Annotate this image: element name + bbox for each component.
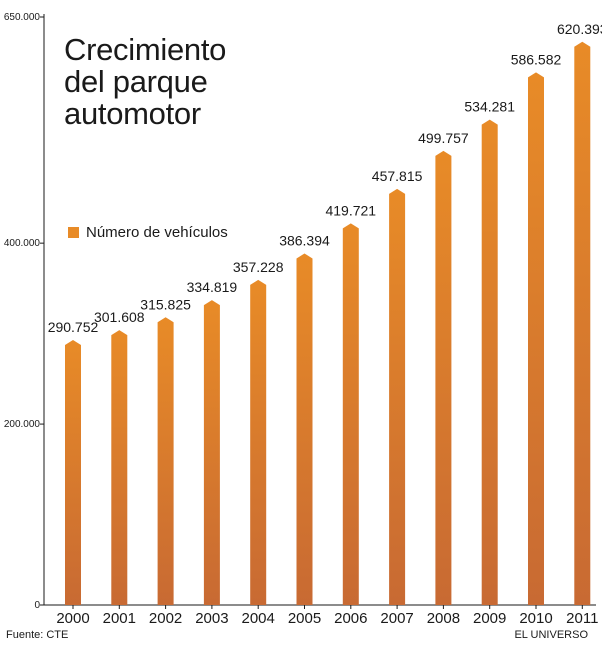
x-tick-label-2009: 2009: [473, 610, 506, 627]
y-tick-label: 200.000: [4, 419, 41, 430]
data-label-2009: 534.281: [464, 99, 515, 115]
data-label-2001: 301.608: [94, 309, 145, 325]
data-label-2007: 457.815: [372, 168, 423, 184]
x-tick-label-2005: 2005: [288, 610, 321, 627]
bar-2010: [528, 72, 544, 605]
bar-2008: [435, 150, 452, 606]
bar-2002: [157, 317, 174, 605]
chart-title: Crecimiento del parque automotor: [64, 34, 226, 130]
data-label-2011: 620.393: [557, 21, 602, 37]
credit-note: EL UNIVERSO: [514, 629, 588, 641]
x-tick-label-2007: 2007: [380, 610, 413, 627]
data-label-2006: 419.721: [325, 202, 376, 218]
x-tick-label-2008: 2008: [427, 610, 460, 627]
bar-2005: [296, 253, 313, 605]
chart-legend: Número de vehículos: [68, 224, 228, 241]
source-note: Fuente: CTE: [6, 629, 69, 641]
bar-2004: [250, 279, 267, 605]
bar-2001: [111, 330, 128, 605]
chart-title-line-1: Crecimiento: [64, 32, 227, 67]
x-tick-label-2010: 2010: [519, 610, 552, 627]
data-label-2002: 315.825: [140, 296, 191, 312]
data-label-2008: 499.757: [418, 130, 469, 146]
chart-title-line-3: automotor: [64, 96, 201, 131]
data-label-2003: 334.819: [187, 279, 238, 295]
data-label-2005: 386.394: [279, 232, 330, 248]
legend-label: Número de vehículos: [86, 224, 228, 241]
bar-2003: [203, 300, 220, 605]
bar-2011: [574, 41, 591, 605]
x-tick-label-2001: 2001: [103, 610, 136, 627]
y-tick-label: 650.000: [4, 12, 41, 23]
y-tick-label: 400.000: [4, 238, 41, 249]
bar-2000: [65, 339, 81, 605]
x-tick-label-2006: 2006: [334, 610, 367, 627]
data-label-2010: 586.582: [511, 51, 562, 67]
legend-swatch: [68, 227, 79, 238]
bar-2007: [389, 188, 406, 605]
x-tick-label-2002: 2002: [149, 610, 182, 627]
chart-title-line-2: del parque: [64, 64, 208, 99]
data-label-2004: 357.228: [233, 259, 284, 275]
x-tick-label-2011: 2011: [566, 610, 598, 627]
data-label-2000: 290.752: [48, 319, 99, 335]
bar-2006: [342, 223, 359, 606]
x-tick-label-2003: 2003: [195, 610, 228, 627]
bar-2009: [481, 119, 498, 606]
x-tick-label-2000: 2000: [56, 610, 89, 627]
y-tick-label: 0: [34, 600, 40, 611]
x-tick-label-2004: 2004: [242, 610, 275, 627]
